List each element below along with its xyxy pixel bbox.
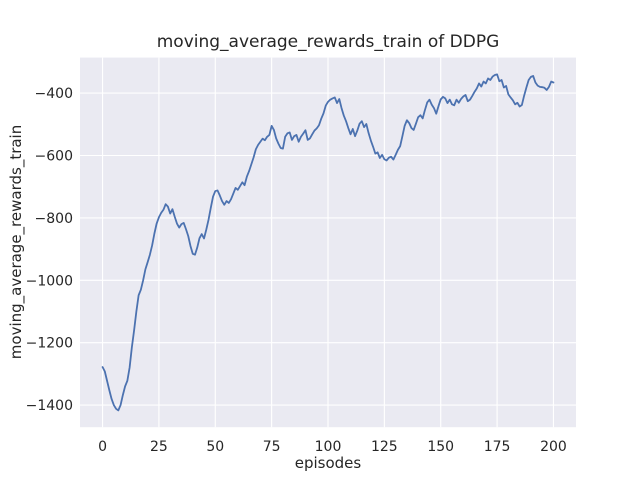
x-axis-label: episodes [295, 454, 362, 472]
x-tick-label: 0 [98, 439, 107, 455]
x-tick-label: 75 [263, 439, 281, 455]
chart-title: moving_average_rewards_train of DDPG [157, 32, 500, 52]
y-tick-labels: −400 −600 −800 −1000 −1200 −1400 [26, 86, 73, 414]
x-tick-label: 150 [427, 439, 454, 455]
x-tick-labels: 0 25 50 75 100 125 150 175 200 [98, 439, 567, 455]
y-axis-label: moving_average_rewards_train [7, 125, 26, 359]
x-tick-label: 175 [484, 439, 511, 455]
x-tick-label: 50 [206, 439, 224, 455]
x-tick-label: 25 [150, 439, 168, 455]
x-tick-label: 100 [315, 439, 342, 455]
grid-lines [80, 57, 576, 428]
series-line [101, 73, 555, 412]
x-tick-label: 200 [540, 439, 567, 455]
y-tick-label: −1400 [26, 398, 73, 414]
y-tick-label: −400 [35, 86, 73, 102]
y-tick-label: −800 [35, 211, 73, 227]
y-tick-label: −1200 [26, 336, 73, 352]
x-tick-label: 125 [371, 439, 398, 455]
y-tick-label: −600 [35, 148, 73, 164]
y-tick-label: −1000 [26, 273, 73, 289]
